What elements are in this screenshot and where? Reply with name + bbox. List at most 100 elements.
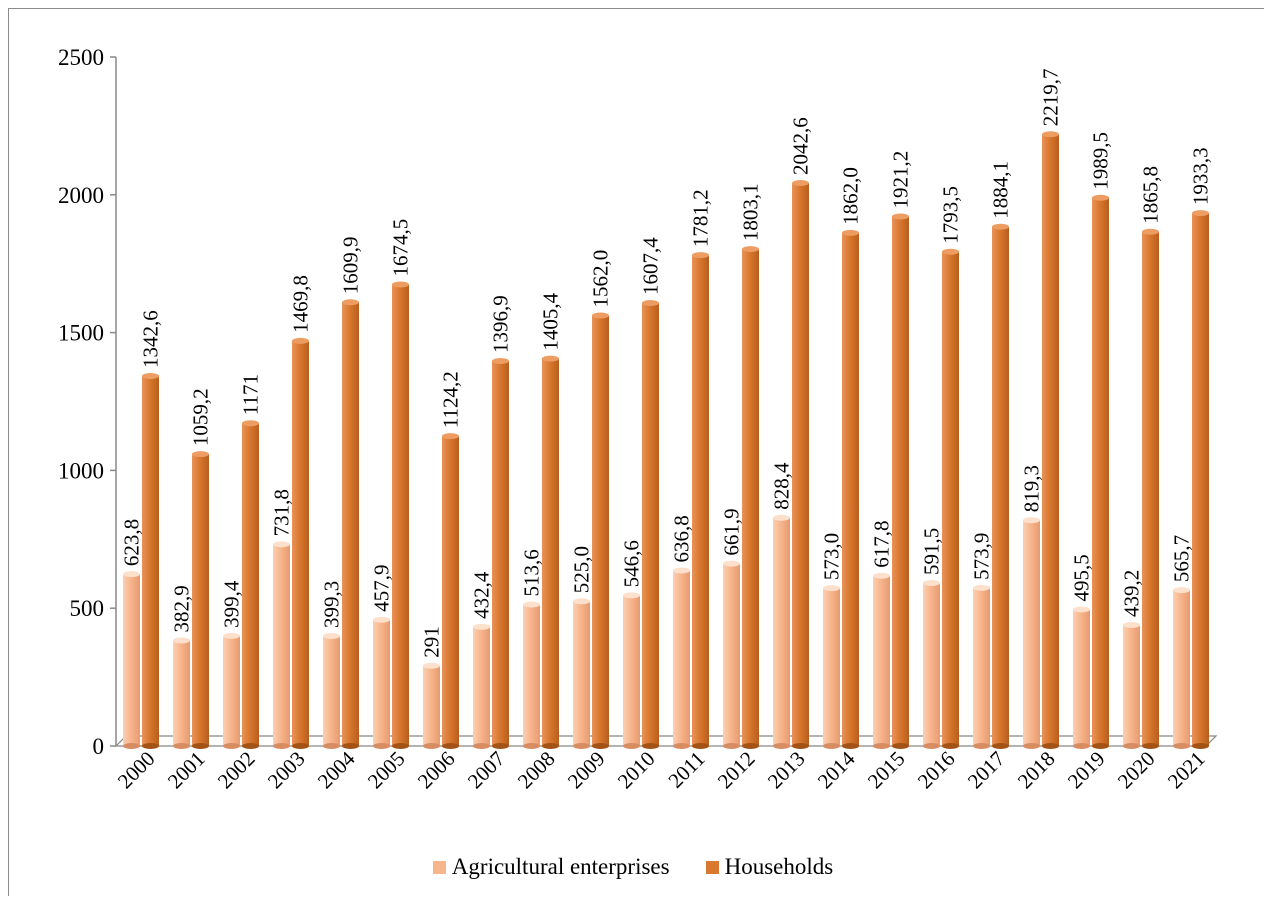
data-label-agricultural-enterprises: 828,4 bbox=[770, 462, 794, 510]
y-tick-label: 1500 bbox=[58, 321, 104, 346]
bar-bottom-cap bbox=[1173, 743, 1190, 749]
bar-top-cap bbox=[273, 541, 290, 548]
data-label-agricultural-enterprises: 399,4 bbox=[220, 580, 244, 628]
x-tick-label: 2018 bbox=[1013, 747, 1060, 794]
bar-agricultural-enterprises bbox=[1123, 624, 1140, 746]
data-label-agricultural-enterprises: 432,4 bbox=[470, 571, 494, 619]
bar-bottom-cap bbox=[1042, 743, 1059, 749]
data-label-households: 1059,2 bbox=[189, 388, 213, 446]
bar-agricultural-enterprises bbox=[173, 640, 190, 746]
x-tick-label: 2015 bbox=[863, 747, 910, 794]
bar-bottom-cap bbox=[292, 743, 309, 749]
bar-agricultural-enterprises bbox=[373, 619, 390, 746]
bar-households bbox=[242, 423, 259, 746]
bar-bottom-cap bbox=[742, 743, 759, 749]
bar-top-cap bbox=[992, 223, 1009, 230]
bar-households bbox=[442, 436, 459, 746]
bar-top-cap bbox=[773, 514, 790, 521]
bar-top-cap bbox=[123, 571, 140, 578]
data-label-agricultural-enterprises: 565,7 bbox=[1170, 535, 1194, 582]
bar-bottom-cap bbox=[1073, 743, 1090, 749]
bar-agricultural-enterprises bbox=[623, 595, 640, 746]
legend-swatch-households bbox=[705, 860, 719, 874]
bar-bottom-cap bbox=[773, 743, 790, 749]
x-tick-label: 2016 bbox=[913, 747, 960, 794]
data-label-agricultural-enterprises: 457,9 bbox=[370, 565, 394, 612]
data-label-agricultural-enterprises: 382,9 bbox=[170, 585, 194, 632]
data-label-agricultural-enterprises: 617,8 bbox=[870, 520, 894, 567]
y-tick-label: 500 bbox=[70, 596, 105, 621]
bar-top-cap bbox=[592, 312, 609, 319]
x-tick-label: 2002 bbox=[213, 747, 260, 794]
data-label-agricultural-enterprises: 636,8 bbox=[670, 515, 694, 562]
data-label-households: 1793,5 bbox=[939, 186, 963, 244]
bar-top-cap bbox=[892, 213, 909, 220]
x-tick-label: 2004 bbox=[313, 746, 360, 793]
bar-agricultural-enterprises bbox=[573, 601, 590, 746]
bar-agricultural-enterprises bbox=[523, 604, 540, 746]
data-label-agricultural-enterprises: 546,6 bbox=[620, 540, 644, 587]
data-label-households: 1342,6 bbox=[139, 310, 163, 368]
bar-households bbox=[1042, 134, 1059, 747]
bar-households bbox=[792, 183, 809, 746]
bar-bottom-cap bbox=[973, 743, 990, 749]
bar-top-cap bbox=[342, 299, 359, 306]
bar-top-cap bbox=[742, 246, 759, 253]
data-label-agricultural-enterprises: 291 bbox=[420, 626, 444, 658]
data-label-households: 1989,5 bbox=[1089, 132, 1113, 190]
data-label-agricultural-enterprises: 573,9 bbox=[970, 533, 994, 580]
bar-bottom-cap bbox=[192, 743, 209, 749]
bar-households bbox=[692, 255, 709, 747]
bar-top-cap bbox=[223, 632, 240, 639]
legend: Agricultural enterprises Households bbox=[0, 852, 1266, 882]
bar-bottom-cap bbox=[1192, 743, 1209, 749]
bar-bottom-cap bbox=[423, 743, 440, 749]
bar-households bbox=[742, 249, 759, 746]
bar-households bbox=[342, 302, 359, 746]
bars bbox=[123, 131, 1209, 749]
bar-top-cap bbox=[192, 451, 209, 458]
data-label-agricultural-enterprises: 573,0 bbox=[820, 533, 844, 580]
bar-top-cap bbox=[623, 592, 640, 599]
x-tick-label: 2017 bbox=[963, 747, 1010, 794]
bar-bottom-cap bbox=[792, 743, 809, 749]
x-tick-label: 2010 bbox=[613, 747, 660, 794]
bar-agricultural-enterprises bbox=[123, 574, 140, 746]
x-tick-label: 2009 bbox=[563, 747, 610, 794]
bar-households bbox=[942, 251, 959, 746]
data-label-agricultural-enterprises: 399,3 bbox=[320, 581, 344, 628]
bar-households bbox=[642, 303, 659, 746]
bar-households bbox=[992, 226, 1009, 746]
bar-top-cap bbox=[942, 248, 959, 255]
bar-top-cap bbox=[1192, 210, 1209, 217]
bar-bottom-cap bbox=[1142, 743, 1159, 749]
bar-top-cap bbox=[392, 281, 409, 288]
bar-bottom-cap bbox=[1092, 743, 1109, 749]
bar-bottom-cap bbox=[442, 743, 459, 749]
bar-bottom-cap bbox=[173, 743, 190, 749]
data-label-households: 1781,2 bbox=[689, 189, 713, 247]
bar-agricultural-enterprises bbox=[973, 587, 990, 746]
data-label-households: 2042,6 bbox=[789, 117, 813, 175]
bar-agricultural-enterprises bbox=[273, 544, 290, 746]
bar-top-cap bbox=[923, 579, 940, 586]
data-label-households: 1674,5 bbox=[389, 219, 413, 277]
x-tick-label: 2006 bbox=[413, 747, 460, 794]
bar-top-cap bbox=[242, 420, 259, 427]
x-tick-label: 2019 bbox=[1063, 747, 1110, 794]
bar-agricultural-enterprises bbox=[923, 582, 940, 746]
bar-top-cap bbox=[492, 358, 509, 365]
bar-top-cap bbox=[723, 560, 740, 567]
bar-bottom-cap bbox=[923, 743, 940, 749]
bar-top-cap bbox=[573, 598, 590, 605]
data-label-households: 1396,9 bbox=[489, 295, 513, 353]
bar-top-cap bbox=[442, 433, 459, 440]
x-tick-label: 2021 bbox=[1163, 747, 1210, 794]
bar-bottom-cap bbox=[823, 743, 840, 749]
bar-bottom-cap bbox=[342, 743, 359, 749]
bar-top-cap bbox=[1073, 606, 1090, 613]
bar-agricultural-enterprises bbox=[1173, 590, 1190, 746]
bar-agricultural-enterprises bbox=[473, 626, 490, 746]
x-tick-label: 2008 bbox=[513, 747, 560, 794]
bar-bottom-cap bbox=[723, 743, 740, 749]
